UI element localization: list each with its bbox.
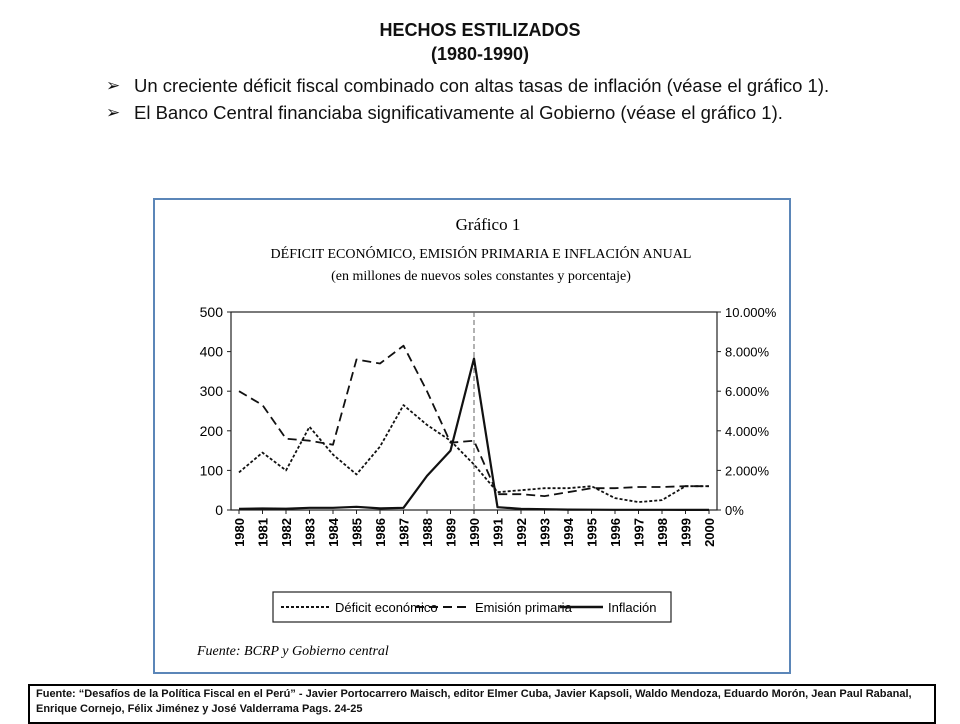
x-tick-label: 1985	[350, 518, 365, 547]
chart-subtitle: (en millones de nuevos soles constantes …	[331, 269, 631, 284]
x-tick-label: 1988	[420, 518, 435, 547]
y-left-tick-label: 500	[200, 304, 224, 320]
x-tick-label: 1997	[632, 518, 647, 547]
x-tick-label: 1984	[326, 517, 341, 547]
legend-label: Emisión primaria	[475, 600, 573, 615]
bullet-text: El Banco Central financiaba significativ…	[134, 102, 783, 123]
x-tick-label: 1983	[303, 518, 318, 547]
x-tick-label: 1999	[679, 518, 694, 547]
chart-figure-label: Gráfico 1	[456, 215, 521, 234]
x-tick-label: 1994	[561, 517, 576, 547]
y-right-tick-label: 6.000%	[725, 384, 770, 399]
x-tick-label: 1989	[444, 518, 459, 547]
bullet-list: ➢ Un creciente déficit fiscal combinado …	[100, 72, 880, 126]
x-tick-label: 2000	[702, 518, 717, 547]
x-tick-label: 1995	[585, 518, 600, 547]
legend-label: Inflación	[608, 600, 656, 615]
chart-title: DÉFICIT ECONÓMICO, EMISIÓN PRIMARIA E IN…	[271, 245, 692, 262]
x-tick-label: 1982	[279, 518, 294, 547]
slide-title: HECHOS ESTILIZADOS	[0, 20, 960, 41]
y-left-tick-label: 300	[200, 383, 224, 399]
line-chart: Gráfico 1 DÉFICIT ECONÓMICO, EMISIÓN PRI…	[155, 200, 789, 672]
slide-subtitle-years: (1980-1990)	[0, 44, 960, 65]
chart-image-frame: Gráfico 1 DÉFICIT ECONÓMICO, EMISIÓN PRI…	[153, 198, 791, 674]
x-tick-label: 1993	[538, 518, 553, 547]
bullet-item: ➢ El Banco Central financiaba significat…	[100, 99, 880, 126]
y-left-tick-label: 400	[200, 344, 224, 360]
x-tick-label: 1998	[655, 518, 670, 547]
y-left-tick-label: 200	[200, 423, 224, 439]
source-citation: Fuente: “Desafíos de la Política Fiscal …	[28, 684, 936, 724]
chart-source-note: Fuente: BCRP y Gobierno central	[196, 644, 389, 659]
x-tick-label: 1986	[373, 518, 388, 547]
y-right-tick-label: 0%	[725, 503, 744, 518]
y-left-tick-label: 0	[215, 502, 223, 518]
y-right-tick-label: 2.000%	[725, 463, 770, 478]
x-tick-label: 1990	[467, 518, 482, 547]
y-left-tick-label: 100	[200, 462, 224, 478]
x-tick-label: 1987	[397, 518, 412, 547]
arrow-bullet-icon: ➢	[106, 72, 120, 99]
y-right-tick-label: 10.000%	[725, 305, 777, 320]
bullet-text: Un creciente déficit fiscal combinado co…	[134, 75, 829, 96]
x-tick-label: 1992	[514, 518, 529, 547]
arrow-bullet-icon: ➢	[106, 99, 120, 126]
x-tick-label: 1991	[491, 518, 506, 547]
y-right-tick-label: 8.000%	[725, 345, 770, 360]
x-tick-label: 1981	[256, 518, 271, 547]
x-tick-label: 1996	[608, 518, 623, 547]
bullet-item: ➢ Un creciente déficit fiscal combinado …	[100, 72, 880, 99]
y-right-tick-label: 4.000%	[725, 424, 770, 439]
x-tick-label: 1980	[232, 518, 247, 547]
